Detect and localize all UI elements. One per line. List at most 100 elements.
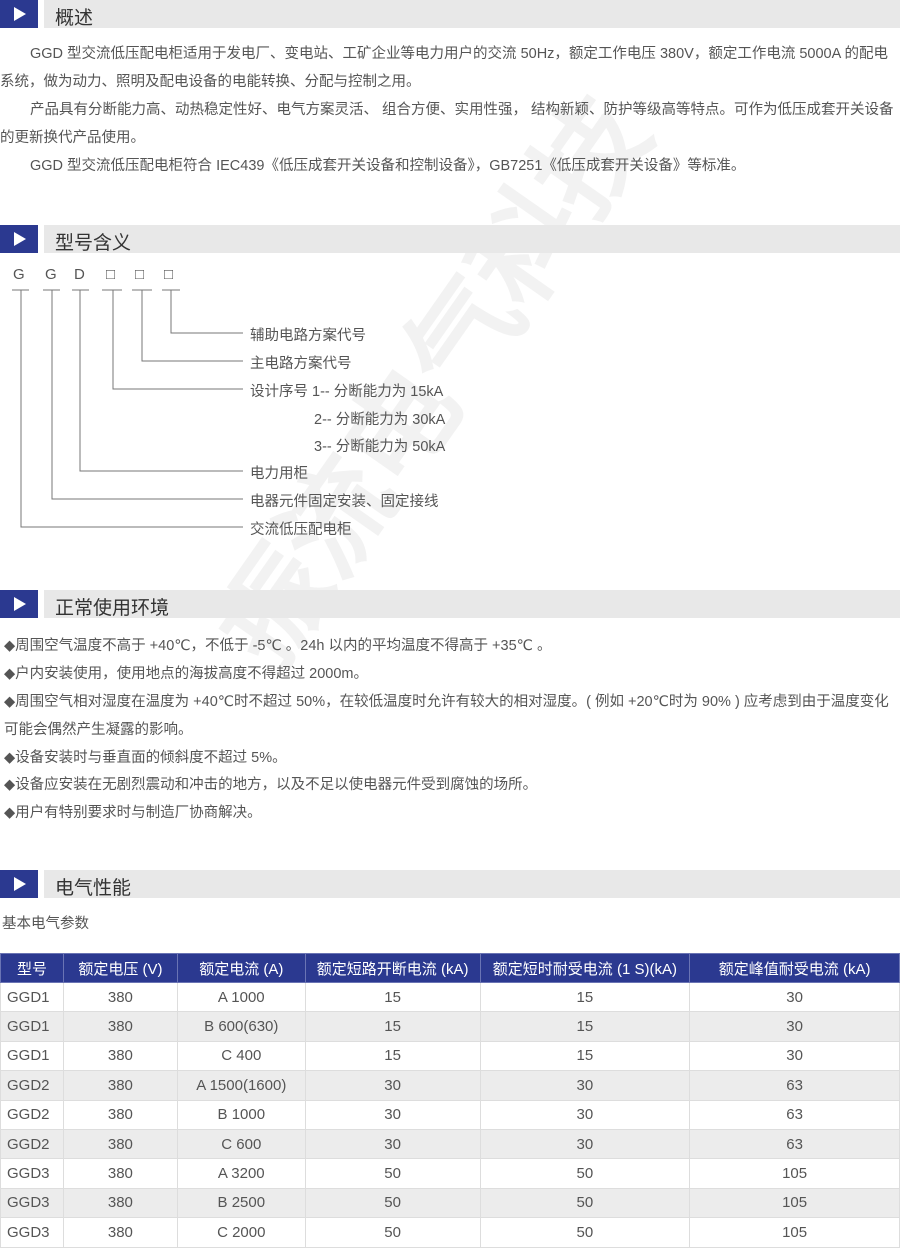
list-item: ◆周围空气温度不高于 +40℃，不低于 -5℃ 。24h 以内的平均温度不得高于… xyxy=(4,638,552,654)
table-cell: 380 xyxy=(62,1187,178,1219)
table-cell: 105 xyxy=(689,1158,900,1189)
section-title: 正常使用环境 xyxy=(55,598,170,619)
table-cell: GGD3 xyxy=(0,1158,64,1189)
diagram-lines xyxy=(12,289,243,528)
section-title: 概述 xyxy=(55,8,94,29)
paragraph: GGD 型交流低压配电柜符合 IEC439《低压成套开关设备和控制设备》，GB7… xyxy=(30,158,746,174)
table-cell: GGD1 xyxy=(0,1011,64,1042)
table-cell: 380 xyxy=(62,1040,178,1072)
column-header: 额定短路开断电流 (kA) xyxy=(304,953,481,983)
table-caption: 基本电气参数 xyxy=(2,916,89,932)
play-arrow-icon xyxy=(0,225,38,253)
play-arrow-icon xyxy=(0,870,38,898)
list-item: ◆设备安装时与垂直面的倾斜度不超过 5%。 xyxy=(4,750,287,766)
table-cell: 15 xyxy=(479,981,691,1013)
table-cell: GGD2 xyxy=(0,1070,64,1101)
table-cell: A 1000 xyxy=(176,981,306,1013)
code-box: □ xyxy=(164,266,174,283)
table-cell: B 600(630) xyxy=(176,1011,306,1042)
code-letter: G xyxy=(45,266,57,283)
code-label: 辅助电路方案代号 xyxy=(250,328,366,344)
model-code-diagram: G G D □ □ □ 辅助电路方案代号 主电路方案代号 设计序号 1-- 分断… xyxy=(0,262,480,552)
play-arrow-icon xyxy=(0,590,38,618)
code-box: □ xyxy=(135,266,145,283)
code-label: 2-- 分断能力为 30kA xyxy=(314,412,446,428)
table-cell: 30 xyxy=(304,1128,481,1160)
table-cell: 15 xyxy=(304,981,481,1013)
column-header: 型号 xyxy=(0,953,64,983)
table-cell: 30 xyxy=(689,981,900,1013)
code-label: 交流低压配电柜 xyxy=(250,522,352,538)
table-cell: B 2500 xyxy=(176,1187,306,1219)
section-title: 电气性能 xyxy=(55,878,132,899)
table-cell: 15 xyxy=(479,1040,691,1072)
paragraph: 产品具有分断能力高、动热稳定性好、电气方案灵活、 组合方便、实用性强， 结构新颖… xyxy=(0,102,894,146)
column-header: 额定电压 (V) xyxy=(62,953,178,983)
table-cell: B 1000 xyxy=(176,1099,306,1130)
table-row: GGD2 380 A 1500(1600) 30 30 63 xyxy=(0,1070,900,1101)
table-row: GGD1 380 A 1000 15 15 30 xyxy=(0,981,900,1013)
column-header: 额定短时耐受电流 (1 S)(kA) xyxy=(479,953,691,983)
table-row: GGD3 380 B 2500 50 50 105 xyxy=(0,1187,900,1219)
table-header-row: 型号 额定电压 (V) 额定电流 (A) 额定短路开断电流 (kA) 额定短时耐受电流 … xyxy=(0,953,900,983)
list-item: ◆户内安装使用，使用地点的海拔高度不得超过 2000m。 xyxy=(4,666,369,682)
table-cell: 30 xyxy=(479,1070,691,1101)
table-cell: GGD2 xyxy=(0,1128,64,1160)
code-label: 电力用柜 xyxy=(250,466,308,482)
table-cell: 380 xyxy=(62,1099,178,1130)
table-cell: A 3200 xyxy=(176,1158,306,1189)
table-row: GGD1 380 B 600(630) 15 15 30 xyxy=(0,1011,900,1042)
table-cell: 50 xyxy=(479,1187,691,1219)
table-row: GGD3 380 A 3200 50 50 105 xyxy=(0,1158,900,1189)
table-cell: 50 xyxy=(304,1217,481,1248)
code-label: 电器元件固定安装、固定接线 xyxy=(250,494,439,510)
table-cell: 30 xyxy=(304,1099,481,1130)
paragraph: GGD 型交流低压配电柜适用于发电厂、变电站、工矿企业等电力用户的交流 50Hz… xyxy=(0,46,889,90)
list-item: ◆周围空气相对湿度在温度为 +40℃时不超过 50%，在较低温度时允许有较大的相… xyxy=(4,694,889,738)
table-cell: 50 xyxy=(479,1158,691,1189)
table-cell: 30 xyxy=(304,1070,481,1101)
table-cell: GGD3 xyxy=(0,1187,64,1219)
code-box: □ xyxy=(106,266,116,283)
table-cell: 30 xyxy=(479,1099,691,1130)
table-cell: 15 xyxy=(479,1011,691,1042)
table-cell: 63 xyxy=(689,1070,900,1101)
section-header-overview: 概述 xyxy=(0,0,900,29)
code-label: 设计序号 1-- 分断能力为 15kA xyxy=(250,384,444,400)
section-header-model: 型号含义 xyxy=(0,225,900,254)
table-cell: C 2000 xyxy=(176,1217,306,1248)
table-cell: 380 xyxy=(62,1011,178,1042)
table-cell: 380 xyxy=(62,1128,178,1160)
table-cell: 15 xyxy=(304,1040,481,1072)
list-item: ◆用户有特别要求时与制造厂协商解决。 xyxy=(4,805,262,821)
table-cell: 105 xyxy=(689,1217,900,1248)
code-label: 3-- 分断能力为 50kA xyxy=(314,439,446,455)
electrical-parameters-table: 型号 额定电压 (V) 额定电流 (A) 额定短路开断电流 (kA) 额定短时耐受电流 … xyxy=(0,953,900,1248)
table-cell: GGD1 xyxy=(0,1040,64,1072)
table-cell: 30 xyxy=(689,1011,900,1042)
table-cell: 30 xyxy=(479,1128,691,1160)
section-title: 型号含义 xyxy=(55,233,132,254)
table-cell: 30 xyxy=(689,1040,900,1072)
play-arrow-icon xyxy=(0,0,38,28)
column-header: 额定峰值耐受电流 (kA) xyxy=(689,953,900,983)
table-cell: 380 xyxy=(62,1158,178,1189)
section-header-environment: 正常使用环境 xyxy=(0,590,900,619)
table-row: GGD3 380 C 2000 50 50 105 xyxy=(0,1217,900,1248)
table-row: GGD1 380 C 400 15 15 30 xyxy=(0,1040,900,1072)
table-cell: A 1500(1600) xyxy=(176,1070,306,1101)
table-cell: 380 xyxy=(62,1217,178,1248)
table-cell: GGD2 xyxy=(0,1099,64,1130)
section-header-electrical: 电气性能 xyxy=(0,870,900,899)
table-cell: 105 xyxy=(689,1187,900,1219)
table-cell: 380 xyxy=(62,981,178,1013)
code-letter: G xyxy=(13,266,25,283)
table-cell: GGD1 xyxy=(0,981,64,1013)
table-cell: 63 xyxy=(689,1128,900,1160)
code-label: 主电路方案代号 xyxy=(250,356,352,372)
table-cell: 15 xyxy=(304,1011,481,1042)
table-cell: C 400 xyxy=(176,1040,306,1072)
table-cell: 50 xyxy=(304,1187,481,1219)
table-row: GGD2 380 B 1000 30 30 63 xyxy=(0,1099,900,1130)
table-cell: 63 xyxy=(689,1099,900,1130)
